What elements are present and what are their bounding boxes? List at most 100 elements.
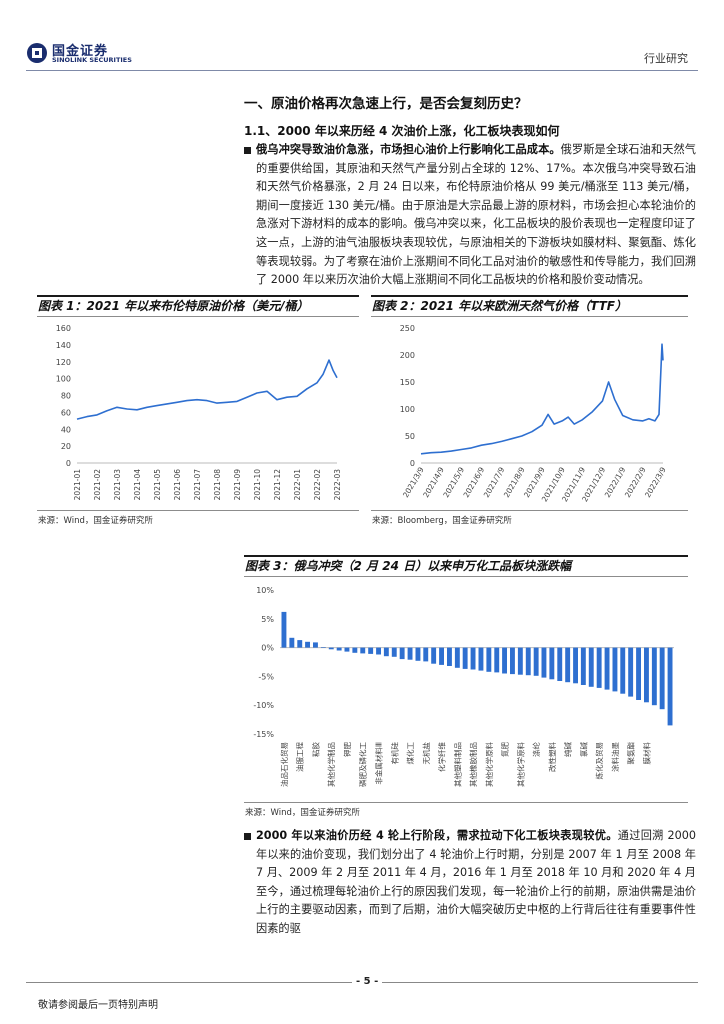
bar-其他化学原料	[391, 647, 397, 657]
bar-印染化学品	[517, 647, 523, 675]
bar-氟化工	[478, 647, 484, 671]
bar-膜材料	[431, 647, 437, 664]
x-tick-label: 2021-05	[153, 469, 162, 501]
x-category-label: 炼化及贸易	[594, 742, 604, 780]
x-tick-label: 2021-06	[173, 469, 182, 501]
paragraph-2: 2000 年以来油价历经 4 轮上行阶段，需求拉动下化工板块表现较优。通过回溯 …	[256, 827, 696, 939]
x-tick-label: 2022-01	[293, 469, 302, 501]
y-tick-label: 200	[400, 351, 415, 360]
disclaimer-note: 敬请参阅最后一页特别声明	[38, 1000, 158, 1011]
figure-2-bottom-rule	[371, 510, 688, 511]
x-category-label: 改性塑料	[547, 742, 557, 772]
figure-1-title: 图表 1：2021 年以来布伦特原油价格（美元/桶）	[38, 299, 309, 313]
x-tick-label: 2022-02	[313, 469, 322, 501]
x-category-label: 其他化学原料	[515, 742, 525, 787]
brent-oil-price-chart: 0 20 40 60 80 100 120 140 160 2021-01 2021-02 2021-…	[56, 324, 342, 501]
heading-level1: 一、原油价格再次急速上行，是否会复刻历史？	[244, 96, 528, 112]
bar-油品石化贸易	[281, 611, 287, 648]
figure-2-top-rule	[371, 295, 688, 297]
paragraph-2-lead: 2000 年以来油价历经 4 轮上行阶段，需求拉动下化工板块表现较优。	[256, 829, 618, 842]
x-category-label: 煤化工	[405, 742, 415, 765]
price-series-line	[420, 343, 664, 455]
bar-复合肥	[470, 647, 476, 670]
bullet-icon	[244, 147, 251, 154]
y-tick-label: 100	[56, 375, 71, 384]
company-logo: 国金证券 SINOLINK SECURITIES	[26, 40, 136, 70]
bar-其他化学制品2	[644, 647, 649, 703]
y-tick-label: 0	[66, 459, 71, 468]
x-tick-label: 2021-08	[213, 469, 222, 501]
x-category-label: 氯碱	[578, 742, 588, 757]
x-category-label: 有机硅	[389, 742, 399, 765]
x-category-label: 氮肥	[500, 742, 510, 757]
paragraph-1: 俄乌冲突导致油价急涨，市场担心油价上行影响化工品成本。俄罗斯是全球石油和天然气的…	[256, 141, 696, 290]
y-tick-label: 40	[61, 425, 71, 434]
y-tick-label: 50	[405, 432, 415, 441]
x-tick-label: 2021-09	[233, 469, 242, 501]
y-tick-label: -10%	[253, 701, 274, 710]
y-tick-label: -15%	[253, 730, 274, 739]
figure-1-title-rule	[37, 316, 359, 317]
y-tick-label: 120	[56, 358, 71, 367]
bar-聚氨酯2	[651, 647, 657, 706]
figure-3-top-rule	[244, 555, 688, 557]
x-tick-label: 2021-10	[253, 469, 262, 501]
y-tick-label: 5%	[261, 615, 274, 624]
bar-其他橡胶制品	[376, 647, 381, 655]
figure-3-source: 来源：Wind，国金证券研究所	[245, 808, 360, 818]
x-category-label: 膜材料	[641, 742, 651, 765]
y-tick-label: 250	[400, 324, 415, 333]
x-category-label: 其他塑料制品	[452, 742, 462, 787]
x-category-label: 其他橡胶制品	[468, 742, 478, 787]
bar-磷肥及磷化工	[328, 647, 334, 650]
bar-炼化及贸易	[439, 647, 444, 665]
x-category-label: 钾肥	[343, 742, 352, 757]
bar-化学纤维	[368, 647, 374, 654]
y-tick-label: 0%	[261, 644, 274, 653]
figure-3-title-rule	[244, 576, 688, 577]
bar-聚氨酯	[454, 647, 460, 668]
x-category-label: 化学纤维	[437, 742, 447, 772]
bar-涂料油墨	[399, 647, 405, 660]
x-tick-label: 2021-12	[273, 469, 282, 501]
x-tick-label: 2021-07	[193, 469, 202, 501]
logo-english-name: SINOLINK SECURITIES	[52, 56, 132, 64]
figure-1-bottom-rule	[37, 510, 359, 511]
bar-煤化工	[352, 647, 358, 653]
paragraph-2-body: 通过回溯 2000 年以来的油价变现，我们划分出了 4 轮油价上行时期，分别是 …	[256, 829, 697, 935]
figure-2-source: 来源：Bloomberg，国金证券研究所	[372, 516, 512, 526]
x-tick-label: 2021-01	[73, 469, 82, 501]
logo-mark-icon	[27, 43, 47, 63]
bar-氨纶	[502, 647, 507, 674]
bar-硅材料	[620, 647, 626, 694]
x-category-label: 其他化学原料	[484, 742, 494, 787]
header-divider	[26, 70, 698, 71]
x-category-label: 聚氨酯	[626, 742, 636, 765]
bullet-icon	[244, 833, 251, 840]
bar-膜材料2	[659, 647, 665, 710]
bar-轮胎	[573, 647, 578, 684]
bar-化学原料	[525, 647, 531, 676]
bar-其他化学制品	[305, 641, 310, 648]
figure-3-title: 图表 3：俄乌冲突（2 月 24 日）以来申万化工品板块涨跌幅	[245, 559, 572, 573]
bar-涂料	[557, 647, 563, 681]
bar-锂电材料	[565, 647, 571, 683]
bar-其他塑料制品	[320, 647, 326, 648]
y-tick-label: 0	[410, 459, 415, 468]
x-category-label: 无机盐	[421, 742, 431, 765]
bar-粘胶	[297, 640, 303, 648]
bar-有机硅	[344, 647, 350, 652]
bar-炼油化工	[628, 647, 634, 697]
y-tick-label: 10%	[256, 586, 274, 595]
bar-涂料2	[596, 647, 602, 688]
x-category-label: 其他化学制品	[326, 742, 336, 787]
x-category-label: 油服工程	[295, 742, 305, 772]
y-tick-label: 150	[400, 378, 415, 387]
price-series-line	[76, 359, 338, 420]
bar-纤维素	[667, 647, 673, 726]
x-category-label: 涂料油墨	[610, 742, 620, 772]
ttf-gas-price-chart: 0501001502002502021/3/92021/4/92021/5/92…	[400, 324, 668, 503]
bar-锦纶	[494, 647, 500, 673]
y-tick-label: 100	[400, 405, 415, 414]
bar-纺织化学制品	[604, 647, 610, 690]
